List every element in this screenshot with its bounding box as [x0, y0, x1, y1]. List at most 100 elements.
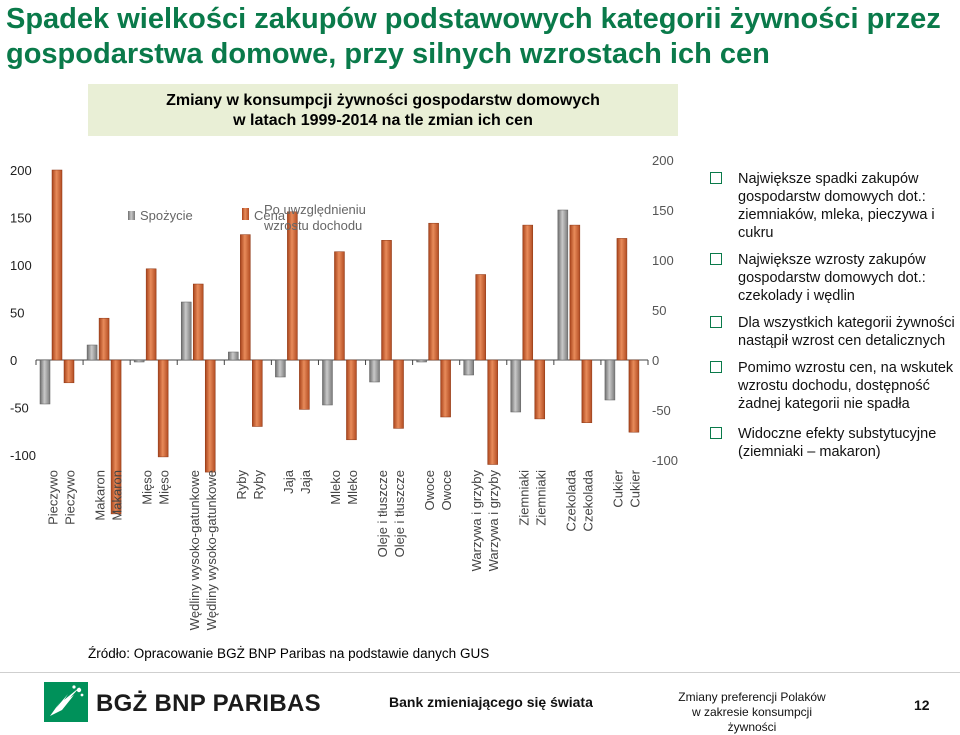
right-axis-tick-label: 200 [652, 153, 674, 168]
checkbox-bullet-icon [710, 361, 722, 373]
bar-spozycie [180, 301, 192, 361]
slide-title: Spadek wielkości zakupów podstawowych ka… [6, 3, 941, 70]
bank-logo: BGŻ BNP PARIBAS [44, 682, 321, 722]
bullet-list: Największe spadki zakupów gospodarstw do… [708, 170, 958, 461]
legend-label: Spożycie [140, 208, 193, 223]
left-axis-tick-label: 100 [10, 258, 32, 273]
footer-presentation-title: Zmiany preferencji Polaków w zakresie ko… [672, 690, 832, 735]
bar-spozycie [604, 359, 616, 401]
bar-cena [381, 240, 392, 361]
checkbox-bullet-icon [710, 427, 722, 439]
category-label: Wędliny wysoko-gatunkowe [187, 470, 202, 630]
category-label: Mięso [140, 470, 155, 505]
logo-stars-icon [44, 682, 88, 722]
right-axis-tick-label: 0 [652, 353, 659, 368]
right-axis-tick-label: -50 [652, 403, 671, 418]
right-axis-tick-label: 50 [652, 303, 666, 318]
bar-cena [145, 268, 157, 361]
category-label: Mięso [157, 470, 172, 505]
bar-cena [192, 283, 204, 361]
category-label: Ziemniaki [533, 470, 548, 526]
bullet-item: Pomimo wzrostu cen, na wskutek wzrostu d… [708, 359, 958, 413]
legend-label: wzrostu dochodu [263, 218, 362, 233]
bar-po-uwzglednieniu-dochodu [110, 359, 122, 515]
bar-spozycie [133, 359, 145, 363]
chart: 200 150 100 50 0 -50 -100 200 150 100 50 0 -50 -100 Pi… [10, 153, 678, 630]
category-label: Ryby [234, 470, 249, 500]
bar-cena [240, 234, 251, 361]
bar-po-uwzglednieniu-dochodu [393, 359, 404, 429]
bar-cena [475, 274, 486, 361]
bar-po-uwzglednieniu-dochodu [63, 359, 75, 384]
category-label: Czekolada [580, 469, 595, 531]
bullet-item: Największe wzrosty zakupów gospodarstw d… [708, 251, 958, 305]
category-label: Owoce [422, 470, 437, 510]
right-axis-tick-label: 100 [652, 253, 674, 268]
category-label: Pieczywo [63, 470, 78, 525]
bar-cena [98, 317, 110, 361]
category-label: Jaja [298, 469, 313, 494]
category-label: Pieczywo [46, 470, 61, 525]
bar-spozycie [275, 359, 286, 378]
bar-spozycie [369, 359, 380, 383]
bar-po-uwzglednieniu-dochodu [534, 359, 546, 420]
left-axis-tick-label: 0 [10, 353, 17, 368]
chart-header-line-1: Zmiany w konsumpcji żywności gospodarstw… [166, 92, 600, 109]
bar-cena [51, 169, 63, 361]
checkbox-bullet-icon [710, 316, 722, 328]
chart-header-line-2: w latach 1999-2014 na tle zmian ich cen [233, 112, 533, 129]
legend-label: Cena [254, 208, 286, 223]
legend-swatch [128, 211, 135, 220]
category-label: Jaja [281, 469, 296, 494]
category-label: Czekolada [563, 469, 578, 531]
chart-header: Zmiany w konsumpcji żywności gospodarstw… [88, 84, 678, 136]
bullet-item: Największe spadki zakupów gospodarstw do… [708, 170, 958, 242]
footer-tagline: Bank zmieniającego się świata [389, 694, 593, 710]
bar-po-uwzglednieniu-dochodu [440, 359, 451, 418]
bar-po-uwzglednieniu-dochodu [204, 359, 216, 473]
bar-cena [334, 251, 345, 361]
left-axis-tick-label: -50 [10, 401, 29, 416]
bar-cena [428, 222, 439, 361]
bar-po-uwzglednieniu-dochodu [157, 359, 169, 458]
bar-cena [569, 224, 581, 361]
bar-po-uwzglednieniu-dochodu [346, 359, 357, 441]
bullet-text: Pomimo wzrostu cen, na wskutek wzrostu d… [738, 360, 954, 412]
category-label: Oleje i tłuszcze [375, 470, 390, 557]
bullet-item: Widoczne efekty substytucyjne (ziemniaki… [708, 425, 958, 461]
bar-cena [616, 238, 628, 361]
category-label: Oleje i tłuszcze [392, 470, 407, 557]
bar-po-uwzglednieniu-dochodu [628, 359, 640, 433]
bar-spozycie [39, 359, 51, 405]
logo-text: BGŻ BNP PARIBAS [96, 690, 321, 717]
left-axis-tick-label: 200 [10, 163, 32, 178]
page-number: 12 [914, 697, 930, 713]
bar-spozycie [322, 359, 333, 406]
bullet-text: Dla wszystkich kategorii żywności nastąp… [738, 315, 955, 349]
bar-spozycie [463, 359, 474, 376]
right-axis-tick-label: -100 [652, 453, 678, 468]
category-label: Owoce [439, 470, 454, 510]
bar-po-uwzglednieniu-dochodu [252, 359, 263, 427]
category-label: Ryby [251, 470, 266, 500]
bullet-text: Widoczne efekty substytucyjne (ziemniaki… [738, 426, 937, 460]
bar-spozycie [510, 359, 522, 413]
checkbox-bullet-icon [710, 253, 722, 265]
bar-cena [287, 211, 298, 361]
source-note: Źródło: Opracowanie BGŻ BNP Paribas na p… [88, 646, 490, 661]
bullet-text: Największe wzrosty zakupów gospodarstw d… [738, 252, 926, 304]
category-label: Wędliny wysoko-gatunkowe [204, 470, 219, 630]
bullet-item: Dla wszystkich kategorii żywności nastąp… [708, 314, 958, 350]
left-axis-tick-label: -100 [10, 448, 36, 463]
category-label: Ziemniaki [516, 470, 531, 526]
bar-spozycie [416, 359, 427, 363]
right-axis-tick-label: 150 [652, 203, 674, 218]
bar-po-uwzglednieniu-dochodu [487, 359, 498, 465]
category-label: Warzywa i grzyby [469, 470, 484, 572]
category-label: Makaron [110, 470, 125, 521]
legend-label: Po uwzględnieniu [264, 202, 366, 217]
bar-spozycie [86, 344, 98, 361]
category-label: Makaron [93, 470, 108, 521]
category-label: Warzywa i grzyby [486, 470, 501, 572]
checkbox-bullet-icon [710, 172, 722, 184]
